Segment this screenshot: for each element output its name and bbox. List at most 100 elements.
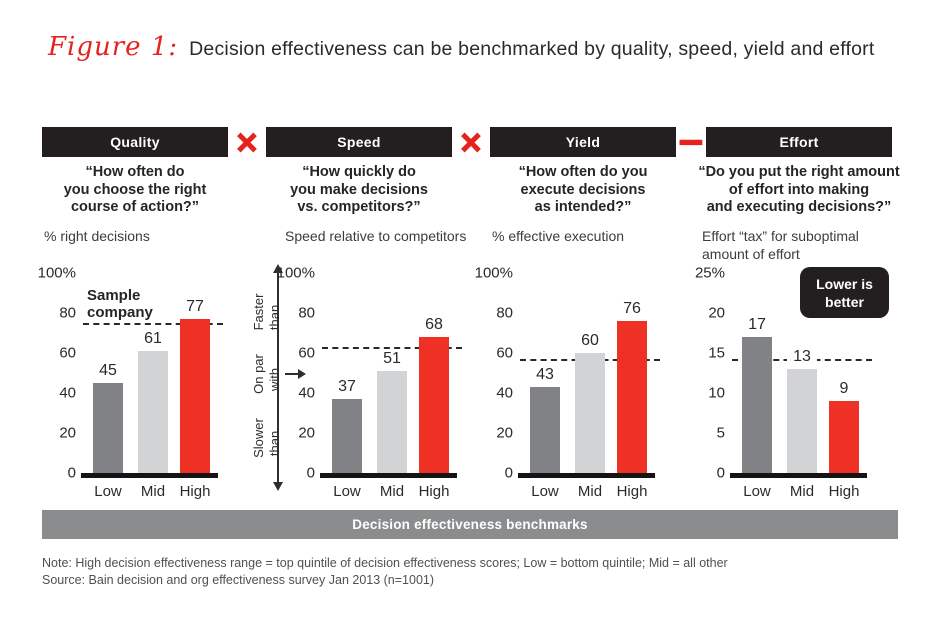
- question-line: “How quickly do: [302, 164, 416, 180]
- y-tick-label: 40: [298, 384, 315, 402]
- panel-quality: Quality “How often do you choose the rig…: [38, 0, 228, 636]
- bar-high: 76: [617, 300, 647, 473]
- annotation-line: company: [87, 303, 153, 321]
- bar-slot-high: 77 High: [180, 273, 211, 500]
- panel-effort: Effort “Do you put the right amount of e…: [695, 0, 900, 636]
- bar-slot-high: 68 High: [419, 273, 450, 500]
- y-tick-label: 80: [59, 304, 76, 322]
- question-line: course of action?”: [70, 199, 200, 215]
- speed-measure-label: Speed relative to competitors: [285, 227, 466, 245]
- bar-high: 68: [419, 316, 449, 473]
- source-text: Source: Bain decision and org effectiven…: [42, 573, 435, 587]
- bar-slot-low: 45 Low: [93, 273, 123, 500]
- on-par-arrow: [285, 369, 306, 379]
- y-tick-label: 20: [59, 424, 76, 442]
- question-line: of effort into making: [728, 181, 870, 198]
- x-category-label: High: [828, 483, 860, 500]
- bar-slot-mid: 60 Mid: [575, 273, 605, 500]
- question-line: as intended?”: [534, 199, 632, 215]
- bar-value-label: 76: [623, 300, 641, 317]
- y-tick-label: 15: [708, 344, 725, 362]
- x-axis-line: [518, 473, 655, 478]
- rot-line: than...: [267, 293, 282, 331]
- y-tick-label: 100%: [37, 264, 76, 282]
- bar-slot-low: 43 Low: [530, 273, 560, 500]
- bar-high: 77: [180, 298, 210, 473]
- x-category-label: Mid: [789, 483, 815, 500]
- y-tick-label: 40: [496, 384, 513, 402]
- figure-title: Figure 1: Decision effectiveness can be …: [48, 32, 874, 62]
- quality-question: “How often do you choose the right cours…: [32, 164, 238, 217]
- x-category-label: Mid: [379, 483, 405, 500]
- faster-than-label: Faster than...: [235, 280, 299, 344]
- bar-slot-mid: 61 Mid: [138, 273, 168, 500]
- panel-header-yield: Yield: [490, 127, 676, 157]
- y-tick-label: 10: [708, 384, 725, 402]
- bar-value-label: 9: [839, 380, 849, 397]
- bar-low: 43: [530, 366, 560, 473]
- panel-header-quality: Quality: [42, 127, 228, 157]
- bar-low: 37: [332, 378, 362, 473]
- badge-line: Lower is: [816, 275, 873, 292]
- benchmark-dashed-line: [322, 347, 462, 349]
- quality-plot: 100% 80 60 40 20 0 Sample company 45 Low…: [38, 265, 223, 500]
- benchmark-dashed-line: [83, 323, 223, 325]
- multiply-operator-icon: ×: [458, 124, 485, 161]
- question-line: you choose the right: [63, 181, 207, 198]
- bar-value-label: 43: [536, 366, 554, 383]
- bar-slot-mid: 13 Mid: [787, 273, 817, 500]
- bar-value-label: 37: [338, 378, 356, 395]
- bar-value-label: 13: [787, 348, 817, 366]
- panel-speed: Speed “How quickly do you make decisions…: [251, 0, 466, 636]
- badge-line: better: [825, 293, 864, 310]
- quality-measure-label: % right decisions: [44, 227, 150, 245]
- y-tick-label: 0: [716, 464, 725, 482]
- y-tick-label: 60: [59, 344, 76, 362]
- y-tick-label: 60: [298, 344, 315, 362]
- speed-question: “How quickly do you make decisions vs. c…: [256, 164, 462, 217]
- bar-value-label: 17: [748, 316, 766, 333]
- yield-question: “How often do you execute decisions as i…: [480, 164, 686, 217]
- x-category-label: Low: [531, 483, 559, 500]
- y-tick-label: 80: [298, 304, 315, 322]
- bar-slot-high: 76 High: [617, 273, 648, 500]
- figure-number-label: Figure 1:: [48, 32, 179, 62]
- question-line: you make decisions: [290, 181, 428, 198]
- measure-line: Speed relative to competitors: [285, 228, 467, 244]
- x-axis-line: [730, 473, 867, 478]
- slower-than-label: Slower than...: [235, 406, 299, 470]
- question-line: “Do you put the right amount: [698, 164, 900, 180]
- question-line: and executing decisions?”: [706, 199, 892, 215]
- rot-line: with...: [267, 357, 282, 391]
- on-par-with-label: On par with...: [235, 342, 299, 406]
- bar-value-label: 60: [581, 332, 599, 349]
- speed-plot: 100% 80 60 40 20 0 37 Low 51 Mid 68: [277, 265, 462, 500]
- x-category-label: Low: [743, 483, 771, 500]
- y-tick-label: 100%: [276, 264, 315, 282]
- x-category-label: Low: [94, 483, 122, 500]
- bar-slot-low: 37 Low: [332, 273, 362, 500]
- bar-value-label: 51: [383, 350, 401, 367]
- y-tick-label: 100%: [474, 264, 513, 282]
- y-tick-label: 0: [306, 464, 315, 482]
- bar-value-label: 77: [186, 298, 204, 315]
- measure-line: amount of effort: [702, 246, 800, 262]
- bar-value-label: 68: [425, 316, 443, 333]
- x-axis-line: [320, 473, 457, 478]
- question-line: vs. competitors?”: [297, 199, 421, 215]
- y-tick-label: 40: [59, 384, 76, 402]
- x-category-label: Low: [333, 483, 361, 500]
- rot-line: than...: [267, 419, 282, 457]
- x-category-label: High: [179, 483, 211, 500]
- effort-question: “Do you put the right amount of effort i…: [696, 164, 902, 217]
- question-line: “How often do you: [518, 164, 648, 180]
- x-category-label: Mid: [140, 483, 166, 500]
- rot-line: On par: [250, 354, 266, 394]
- bar-mid: 13: [787, 348, 817, 473]
- minus-operator-icon: −: [676, 121, 706, 163]
- panel-header-effort: Effort: [706, 127, 892, 157]
- measure-line: % effective execution: [492, 228, 625, 244]
- benchmark-footer-bar: Decision effectiveness benchmarks: [42, 510, 898, 539]
- lower-is-better-badge: Lower is better: [800, 267, 889, 318]
